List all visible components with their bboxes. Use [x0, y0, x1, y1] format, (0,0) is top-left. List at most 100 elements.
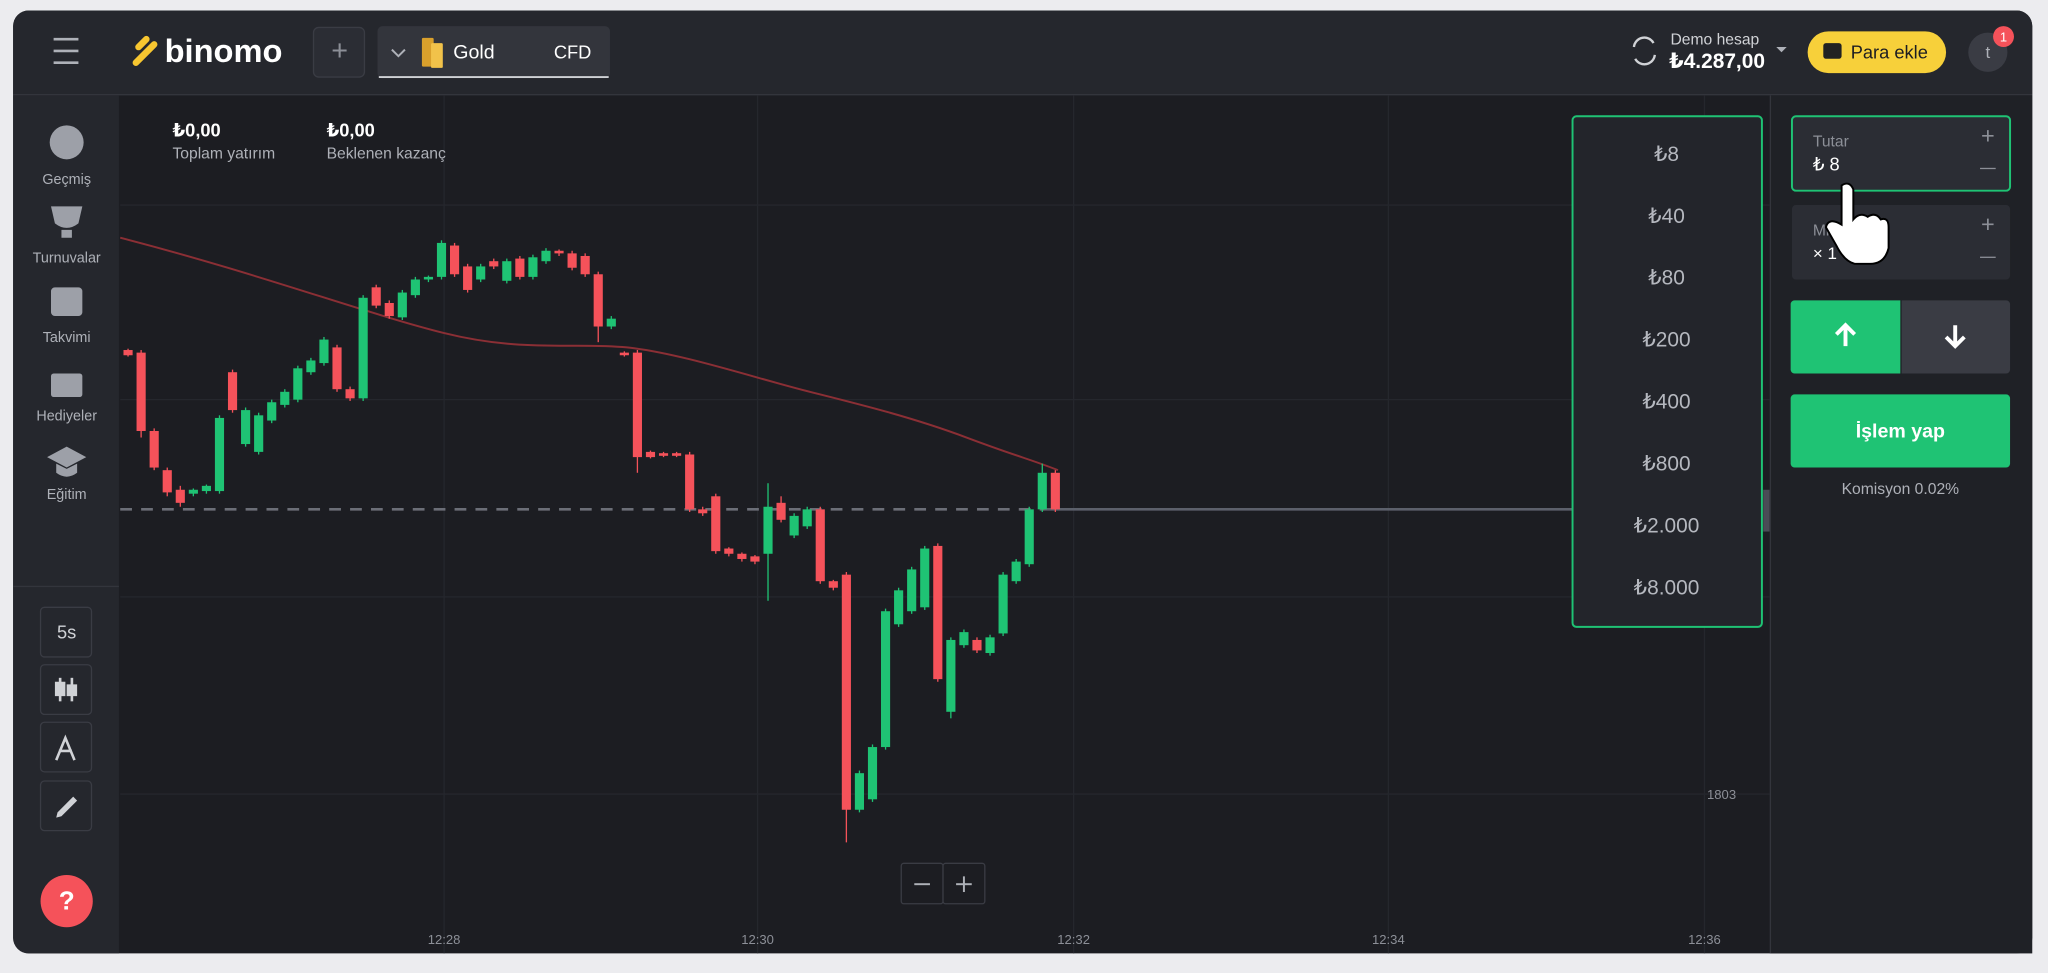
help-button[interactable] [40, 875, 93, 928]
candle-body [489, 261, 499, 267]
candle-body [880, 611, 891, 748]
x-axis-label: 12:28 [428, 932, 461, 947]
candle-body [867, 747, 878, 800]
candle-body [502, 261, 512, 281]
deposit-button[interactable] [1807, 31, 1947, 74]
menu-button[interactable] [53, 37, 79, 64]
avatar-letter: t [1985, 43, 1990, 62]
candle-body [946, 639, 956, 712]
candle-body [1024, 509, 1034, 565]
candle-body [162, 470, 172, 493]
dropdown-item[interactable]: ₺2.000 [1634, 514, 1700, 537]
candle-body [841, 574, 851, 810]
dropdown-item[interactable]: ₺400 [1643, 391, 1691, 414]
candle-body [658, 453, 669, 456]
chart-type-button[interactable] [39, 664, 93, 716]
candle-body [554, 250, 564, 254]
amount-dropdown [1571, 115, 1763, 628]
candle-body [998, 574, 1008, 634]
amount-plus[interactable]: + [1981, 122, 1995, 148]
add-asset-button[interactable] [312, 26, 366, 78]
candle-body [358, 297, 368, 399]
stat-value: ₺0,00 [327, 120, 375, 141]
candle-body [632, 352, 642, 458]
dropdown-item[interactable]: ₺8 [1654, 143, 1679, 166]
candle-body [959, 632, 969, 646]
mouse-cursor [1824, 182, 1890, 265]
add-icon: + [331, 35, 348, 67]
dropdown-item[interactable]: ₺800 [1643, 452, 1691, 475]
logo-icon [132, 35, 158, 66]
candle-body [737, 553, 747, 559]
candle-body [149, 430, 159, 468]
candle-body [371, 287, 381, 306]
candle-body [606, 318, 616, 327]
dropdown-item[interactable]: ₺200 [1643, 329, 1691, 352]
amount-label: Tutar [1813, 133, 1849, 150]
candle-body [254, 415, 264, 452]
candle-body [214, 417, 225, 492]
candle-body [1011, 561, 1021, 582]
dropdown-item[interactable]: ₺8.000 [1634, 576, 1700, 599]
amount-value: ₺ 8 [1813, 154, 1840, 175]
multiplier-plus[interactable]: + [1981, 211, 1995, 237]
stat-label: Beklenen kazanç [327, 145, 446, 162]
tool-icons [54, 677, 78, 818]
up-arrow [1834, 322, 1857, 347]
candle-body [933, 545, 943, 680]
sidebar-item[interactable]: Geçmiş [42, 172, 91, 188]
gold-icon [421, 37, 434, 67]
price-marker [1763, 489, 1770, 532]
x-axis-label: 12:34 [1372, 932, 1405, 947]
candles [123, 240, 1060, 843]
timeframe-button[interactable] [39, 606, 93, 658]
trade-button[interactable] [1790, 394, 2011, 468]
sidebar-item[interactable]: Eğitim [47, 487, 87, 503]
dropdown-item[interactable]: ₺40 [1648, 205, 1685, 228]
dropdown-item[interactable]: ₺80 [1648, 267, 1685, 290]
commission: Komisyon 0.02% [1842, 481, 1960, 498]
x-axis-label: 12:30 [741, 932, 774, 947]
asset-name: Gold [453, 42, 494, 64]
candle-body [201, 485, 211, 492]
badge [1993, 26, 2014, 48]
candle-body [332, 347, 342, 390]
balance[interactable]: ₺4.287,00 [1669, 50, 1765, 73]
logo[interactable]: binomo [165, 32, 283, 69]
indicators-button[interactable] [39, 721, 93, 773]
sidebar-item[interactable]: Hediyeler [36, 408, 97, 424]
multiplier-input[interactable] [1791, 205, 2011, 280]
candle-body [280, 391, 290, 405]
x-axis-label: 12:36 [1688, 932, 1721, 947]
dropdown-items: ₺8 ₺40 ₺80 ₺200 ₺400 ₺800 ₺2.000 ₺8.000 [1634, 143, 1700, 599]
candle-body [698, 509, 708, 514]
refresh-icon[interactable] [1632, 36, 1656, 66]
candle-body [123, 350, 133, 356]
candle-body [397, 292, 407, 318]
candle-body [789, 515, 799, 536]
chevron [391, 48, 406, 58]
app-frame [13, 10, 2033, 954]
candle-body [293, 368, 303, 400]
multiplier-value: × 1 [1813, 244, 1837, 263]
candle-body [985, 637, 995, 654]
amount-input[interactable] [1790, 115, 2012, 192]
wallet-icon [1823, 43, 1842, 59]
down-arrow [1944, 325, 1966, 349]
sidebar-item[interactable]: Takvimi [43, 330, 91, 346]
account-label[interactable]: Demo hesap [1670, 32, 1759, 49]
candle-body [227, 372, 238, 411]
sidebar [13, 95, 119, 954]
candle-body [188, 489, 198, 494]
zoom-icons [914, 876, 972, 893]
help-icon: ? [59, 885, 75, 915]
account-chevron[interactable] [1776, 47, 1787, 53]
candle-body [449, 245, 460, 275]
candle-body [319, 339, 329, 364]
candle-body [815, 509, 825, 582]
x-axis-label: 12:32 [1057, 932, 1090, 947]
candle-body [136, 352, 146, 431]
sidebar-item[interactable]: Turnuvalar [33, 250, 101, 266]
trade-button-label: İşlem yap [1856, 419, 1945, 442]
candle-body [528, 257, 538, 277]
